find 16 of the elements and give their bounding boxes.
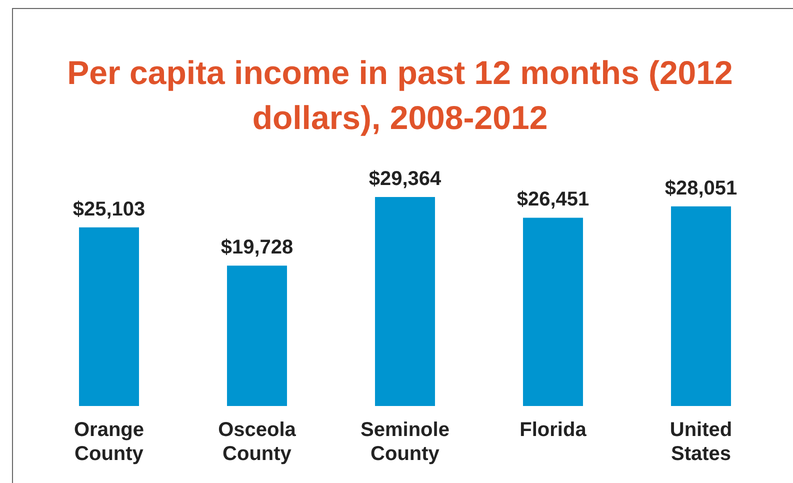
x-tick-label: Florida: [520, 419, 588, 441]
x-tick-label: Seminole County: [360, 419, 450, 465]
bar: [523, 218, 583, 406]
x-tick-label: Orange County: [74, 419, 144, 465]
bar: [79, 227, 139, 406]
data-label: $25,103: [72, 198, 146, 220]
data-label: $29,364: [368, 168, 442, 190]
bar: [375, 197, 435, 406]
bar: [227, 266, 287, 406]
chart-title: Per capita income in past 12 months (2012 dollars), 2008-2012: [66, 53, 734, 138]
data-label: $28,051: [664, 177, 738, 200]
x-tick-label: United States: [670, 419, 732, 465]
data-label: $26,451: [516, 188, 590, 211]
x-tick-label: Osceola County: [218, 419, 297, 465]
data-label: $19,728: [220, 236, 294, 259]
bar: [671, 206, 731, 406]
